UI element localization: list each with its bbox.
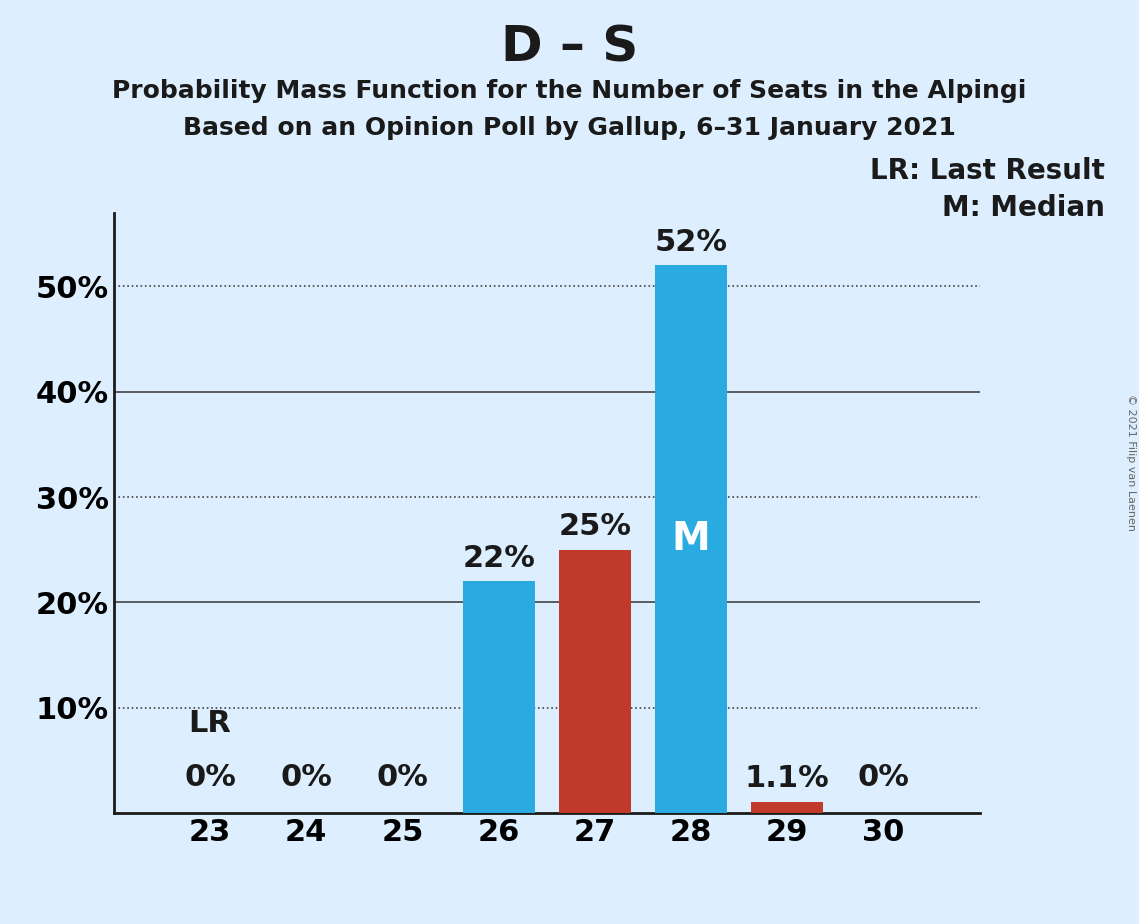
Text: D – S: D – S	[501, 23, 638, 71]
Text: 1.1%: 1.1%	[745, 764, 829, 793]
Bar	[751, 801, 823, 813]
Text: 25%: 25%	[558, 512, 631, 541]
Text: Based on an Opinion Poll by Gallup, 6–31 January 2021: Based on an Opinion Poll by Gallup, 6–31…	[183, 116, 956, 140]
Text: 0%: 0%	[185, 763, 236, 792]
Text: 0%: 0%	[377, 763, 428, 792]
Bar	[462, 581, 534, 813]
Text: M: M	[672, 520, 711, 558]
Text: LR: LR	[189, 709, 231, 738]
Text: LR: Last Result: LR: Last Result	[870, 157, 1105, 185]
Text: Probability Mass Function for the Number of Seats in the Alpingi: Probability Mass Function for the Number…	[113, 79, 1026, 103]
Text: © 2021 Filip van Laenen: © 2021 Filip van Laenen	[1126, 394, 1136, 530]
Text: 52%: 52%	[655, 228, 728, 257]
Bar	[655, 265, 727, 813]
Text: 22%: 22%	[462, 544, 535, 573]
Text: 0%: 0%	[858, 763, 909, 792]
Bar	[559, 550, 631, 813]
Text: M: Median: M: Median	[942, 194, 1105, 222]
Text: 0%: 0%	[280, 763, 333, 792]
